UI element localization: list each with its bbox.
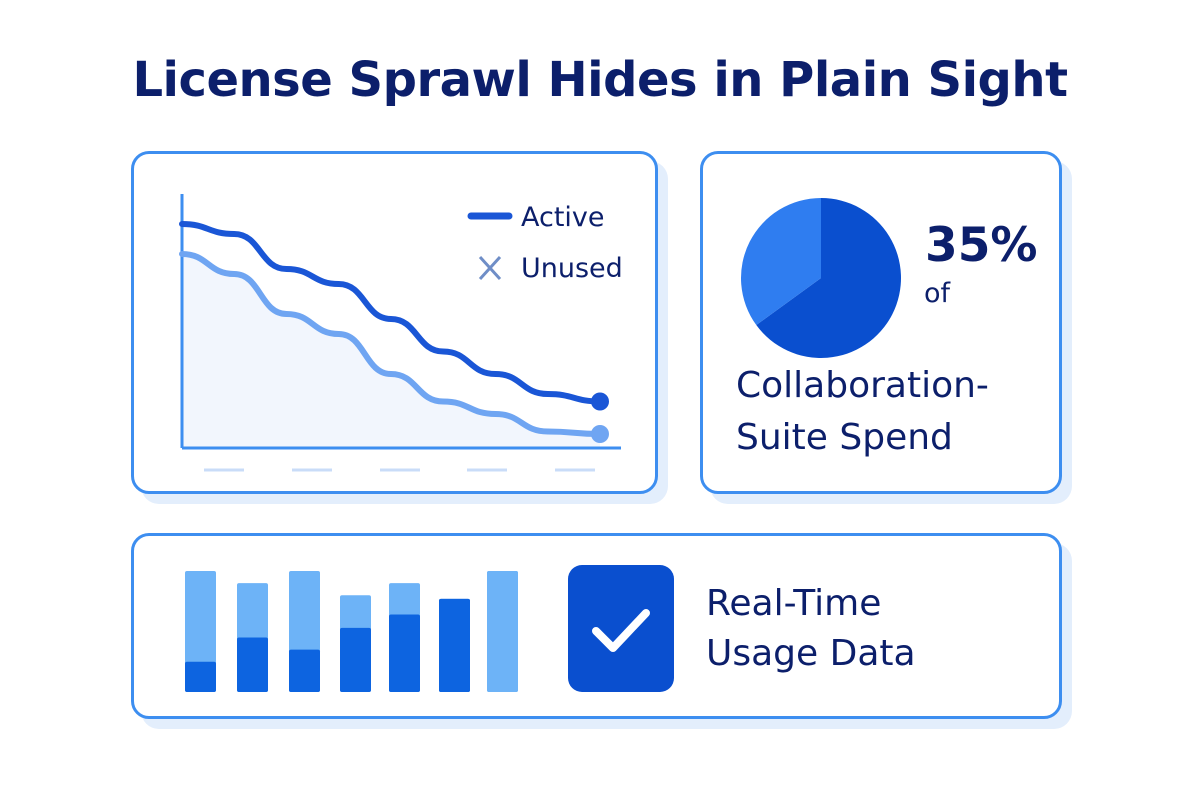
bar-fill bbox=[237, 637, 268, 692]
series-line-unused bbox=[179, 251, 603, 437]
pie-chart bbox=[741, 198, 901, 358]
pie-slice-rest bbox=[756, 198, 901, 358]
active-end-point bbox=[591, 392, 609, 411]
bar-fill bbox=[389, 614, 420, 692]
unused-area bbox=[182, 254, 600, 448]
bar-fill bbox=[439, 598, 470, 692]
line-chart: Active Unused bbox=[179, 194, 623, 472]
bar-fill bbox=[289, 649, 320, 692]
bar-fill bbox=[185, 661, 216, 692]
pie-caption-line-1: Collaboration- bbox=[736, 365, 989, 406]
bar-fill bbox=[487, 571, 518, 692]
pie-slice-share bbox=[741, 198, 821, 326]
legend: Active Unused bbox=[467, 202, 623, 284]
percent-of-label: of bbox=[924, 278, 951, 309]
bar-fill bbox=[340, 627, 371, 692]
pie-chart-card: 35% of Collaboration- Suite Spend bbox=[700, 151, 1062, 494]
x-mark-icon bbox=[478, 255, 502, 281]
legend-label-active: Active bbox=[521, 202, 605, 233]
pie-caption: Collaboration- Suite Spend bbox=[736, 360, 989, 464]
legend-label-unused: Unused bbox=[521, 253, 623, 284]
usage-label-line-1: Real-Time bbox=[706, 583, 882, 624]
bar-chart bbox=[185, 571, 518, 692]
series-line-active bbox=[179, 221, 603, 405]
usage-data-card: Real-Time Usage Data bbox=[131, 533, 1062, 719]
line-chart-card: Active Unused bbox=[131, 151, 658, 494]
page-title: License Sprawl Hides in Plain Sight bbox=[132, 52, 1068, 108]
checkmark-icon bbox=[592, 609, 650, 652]
percent-value: 35% bbox=[925, 218, 1038, 273]
pie-caption-line-2: Suite Spend bbox=[736, 417, 953, 458]
checkmark-tile bbox=[568, 565, 674, 692]
usage-label-line-2: Usage Data bbox=[706, 633, 916, 674]
usage-label: Real-Time Usage Data bbox=[706, 579, 916, 679]
unused-end-point bbox=[591, 425, 609, 443]
